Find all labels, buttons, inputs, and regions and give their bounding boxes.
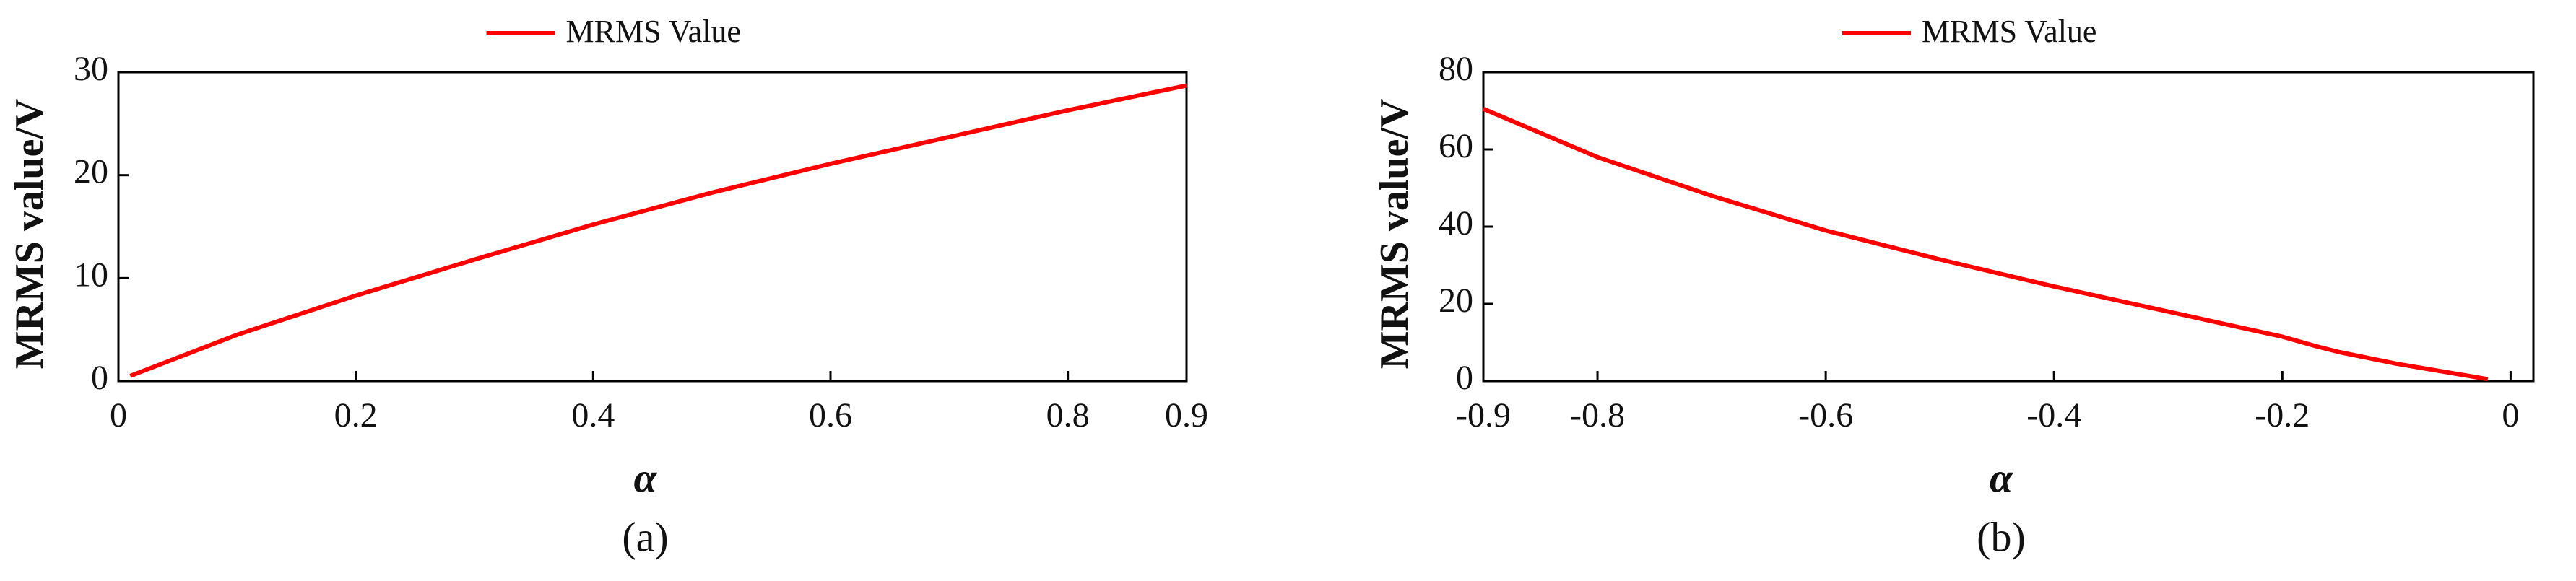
x-tick-label: 0.8 — [1046, 396, 1090, 434]
y-tick-label: 60 — [1439, 127, 1473, 165]
x-tick-label: 0 — [110, 396, 127, 434]
x-tick-label: 0.2 — [334, 396, 378, 434]
plot-frame — [117, 71, 1188, 383]
x-tick-label: -0.2 — [2255, 396, 2310, 434]
x-tick-label: 0 — [2502, 396, 2519, 434]
x-tick-label: -0.8 — [1570, 396, 1625, 434]
data-line — [129, 83, 1187, 378]
y-tick-label: 0 — [91, 359, 108, 397]
data-line — [1482, 107, 2489, 382]
x-tick-label: 0.9 — [1165, 396, 1208, 434]
y-tick-label: 40 — [1439, 204, 1473, 243]
legend-label: MRMS Value — [566, 14, 741, 49]
y-tick-label: 20 — [74, 153, 108, 191]
plot-frame — [1482, 71, 2535, 383]
x-tick-label: -0.6 — [1798, 396, 1853, 434]
y-axis-label: MRMS value/V — [7, 99, 52, 370]
panel-label: (a) — [622, 513, 668, 560]
y-tick-label: 30 — [74, 50, 108, 88]
panel-label: (b) — [1977, 513, 2026, 560]
y-axis-label: MRMS value/V — [1372, 99, 1417, 370]
y-tick-label: 10 — [74, 255, 108, 294]
x-tick-label: -0.9 — [1456, 396, 1511, 434]
x-tick-label: 0.6 — [809, 396, 852, 434]
y-tick-label: 20 — [1439, 281, 1473, 320]
x-tick-label: -0.4 — [2026, 396, 2081, 434]
x-tick-label: 0.4 — [571, 396, 615, 434]
y-tick-label: 80 — [1439, 50, 1473, 88]
x-axis-label: α — [633, 454, 657, 501]
x-axis-label: α — [1990, 454, 2013, 501]
y-tick-label: 0 — [1456, 359, 1473, 397]
legend-label: MRMS Value — [1922, 14, 2096, 49]
